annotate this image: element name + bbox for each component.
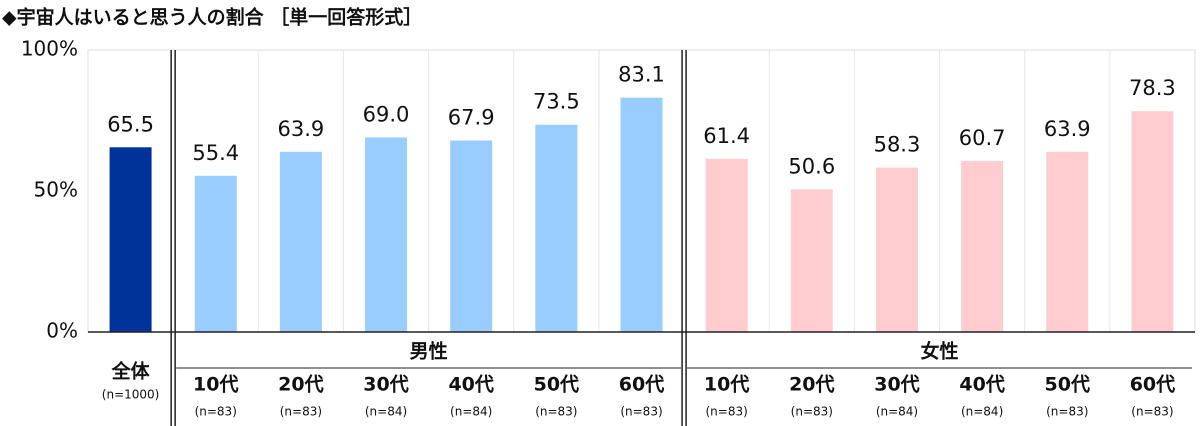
value-label: 58.3 bbox=[874, 133, 921, 157]
value-label: 83.1 bbox=[618, 63, 665, 87]
bar bbox=[279, 151, 322, 332]
x-tick-label: 10代 bbox=[704, 374, 749, 396]
x-tick-label: 60代 bbox=[1130, 374, 1175, 396]
group-label: 全体 bbox=[111, 360, 151, 383]
value-label: 55.4 bbox=[192, 141, 239, 165]
x-tick-label: 60代 bbox=[619, 374, 664, 396]
bar bbox=[620, 97, 663, 333]
bar bbox=[109, 147, 152, 332]
group-label: 男性 bbox=[410, 340, 448, 363]
x-tick-label: 40代 bbox=[959, 374, 1004, 396]
chart-title: ◆宇宙人はいると思う人の割合 ［単一回答形式］ bbox=[2, 6, 422, 29]
x-tick-label: 50代 bbox=[534, 374, 579, 396]
x-tick-label: 50代 bbox=[1045, 374, 1090, 396]
n-label: (n=83) bbox=[706, 405, 748, 419]
value-label: 67.9 bbox=[448, 106, 495, 130]
n-label: (n=83) bbox=[280, 405, 322, 419]
bar bbox=[1046, 151, 1089, 332]
n-label: (n=1000) bbox=[102, 388, 160, 402]
y-tick-label: 0% bbox=[46, 319, 78, 343]
bar bbox=[875, 167, 918, 332]
n-label: (n=84) bbox=[365, 405, 407, 419]
x-tick-label: 10代 bbox=[193, 374, 238, 396]
n-label: (n=83) bbox=[1131, 405, 1173, 419]
x-tick-label: 30代 bbox=[874, 374, 919, 396]
x-tick-label: 40代 bbox=[448, 374, 493, 396]
bar bbox=[790, 189, 833, 332]
bar bbox=[450, 140, 493, 332]
y-tick-label: 100% bbox=[21, 37, 78, 61]
n-label: (n=84) bbox=[876, 405, 918, 419]
value-label: 61.4 bbox=[703, 124, 750, 148]
n-label: (n=83) bbox=[195, 405, 237, 419]
n-label: (n=83) bbox=[535, 405, 577, 419]
bar bbox=[961, 160, 1004, 332]
x-tick-label: 20代 bbox=[789, 374, 834, 396]
group-label: 女性 bbox=[921, 340, 959, 363]
x-tick-label: 30代 bbox=[363, 374, 408, 396]
value-label: 50.6 bbox=[788, 154, 835, 178]
value-label: 65.5 bbox=[107, 112, 154, 136]
value-label: 63.9 bbox=[1044, 117, 1091, 141]
bar bbox=[194, 175, 237, 332]
n-label: (n=84) bbox=[450, 405, 492, 419]
n-label: (n=83) bbox=[1046, 405, 1088, 419]
n-label: (n=83) bbox=[791, 405, 833, 419]
bar bbox=[1131, 111, 1174, 332]
value-label: 78.3 bbox=[1129, 76, 1176, 100]
value-label: 63.9 bbox=[278, 117, 325, 141]
bar bbox=[705, 158, 748, 332]
y-tick-label: 50% bbox=[34, 178, 78, 202]
value-label: 60.7 bbox=[959, 126, 1006, 150]
n-label: (n=83) bbox=[620, 405, 662, 419]
n-label: (n=84) bbox=[961, 405, 1003, 419]
x-tick-label: 20代 bbox=[278, 374, 323, 396]
bar bbox=[535, 124, 578, 332]
bar bbox=[365, 137, 408, 332]
value-label: 69.0 bbox=[363, 102, 410, 126]
value-label: 73.5 bbox=[533, 90, 580, 114]
